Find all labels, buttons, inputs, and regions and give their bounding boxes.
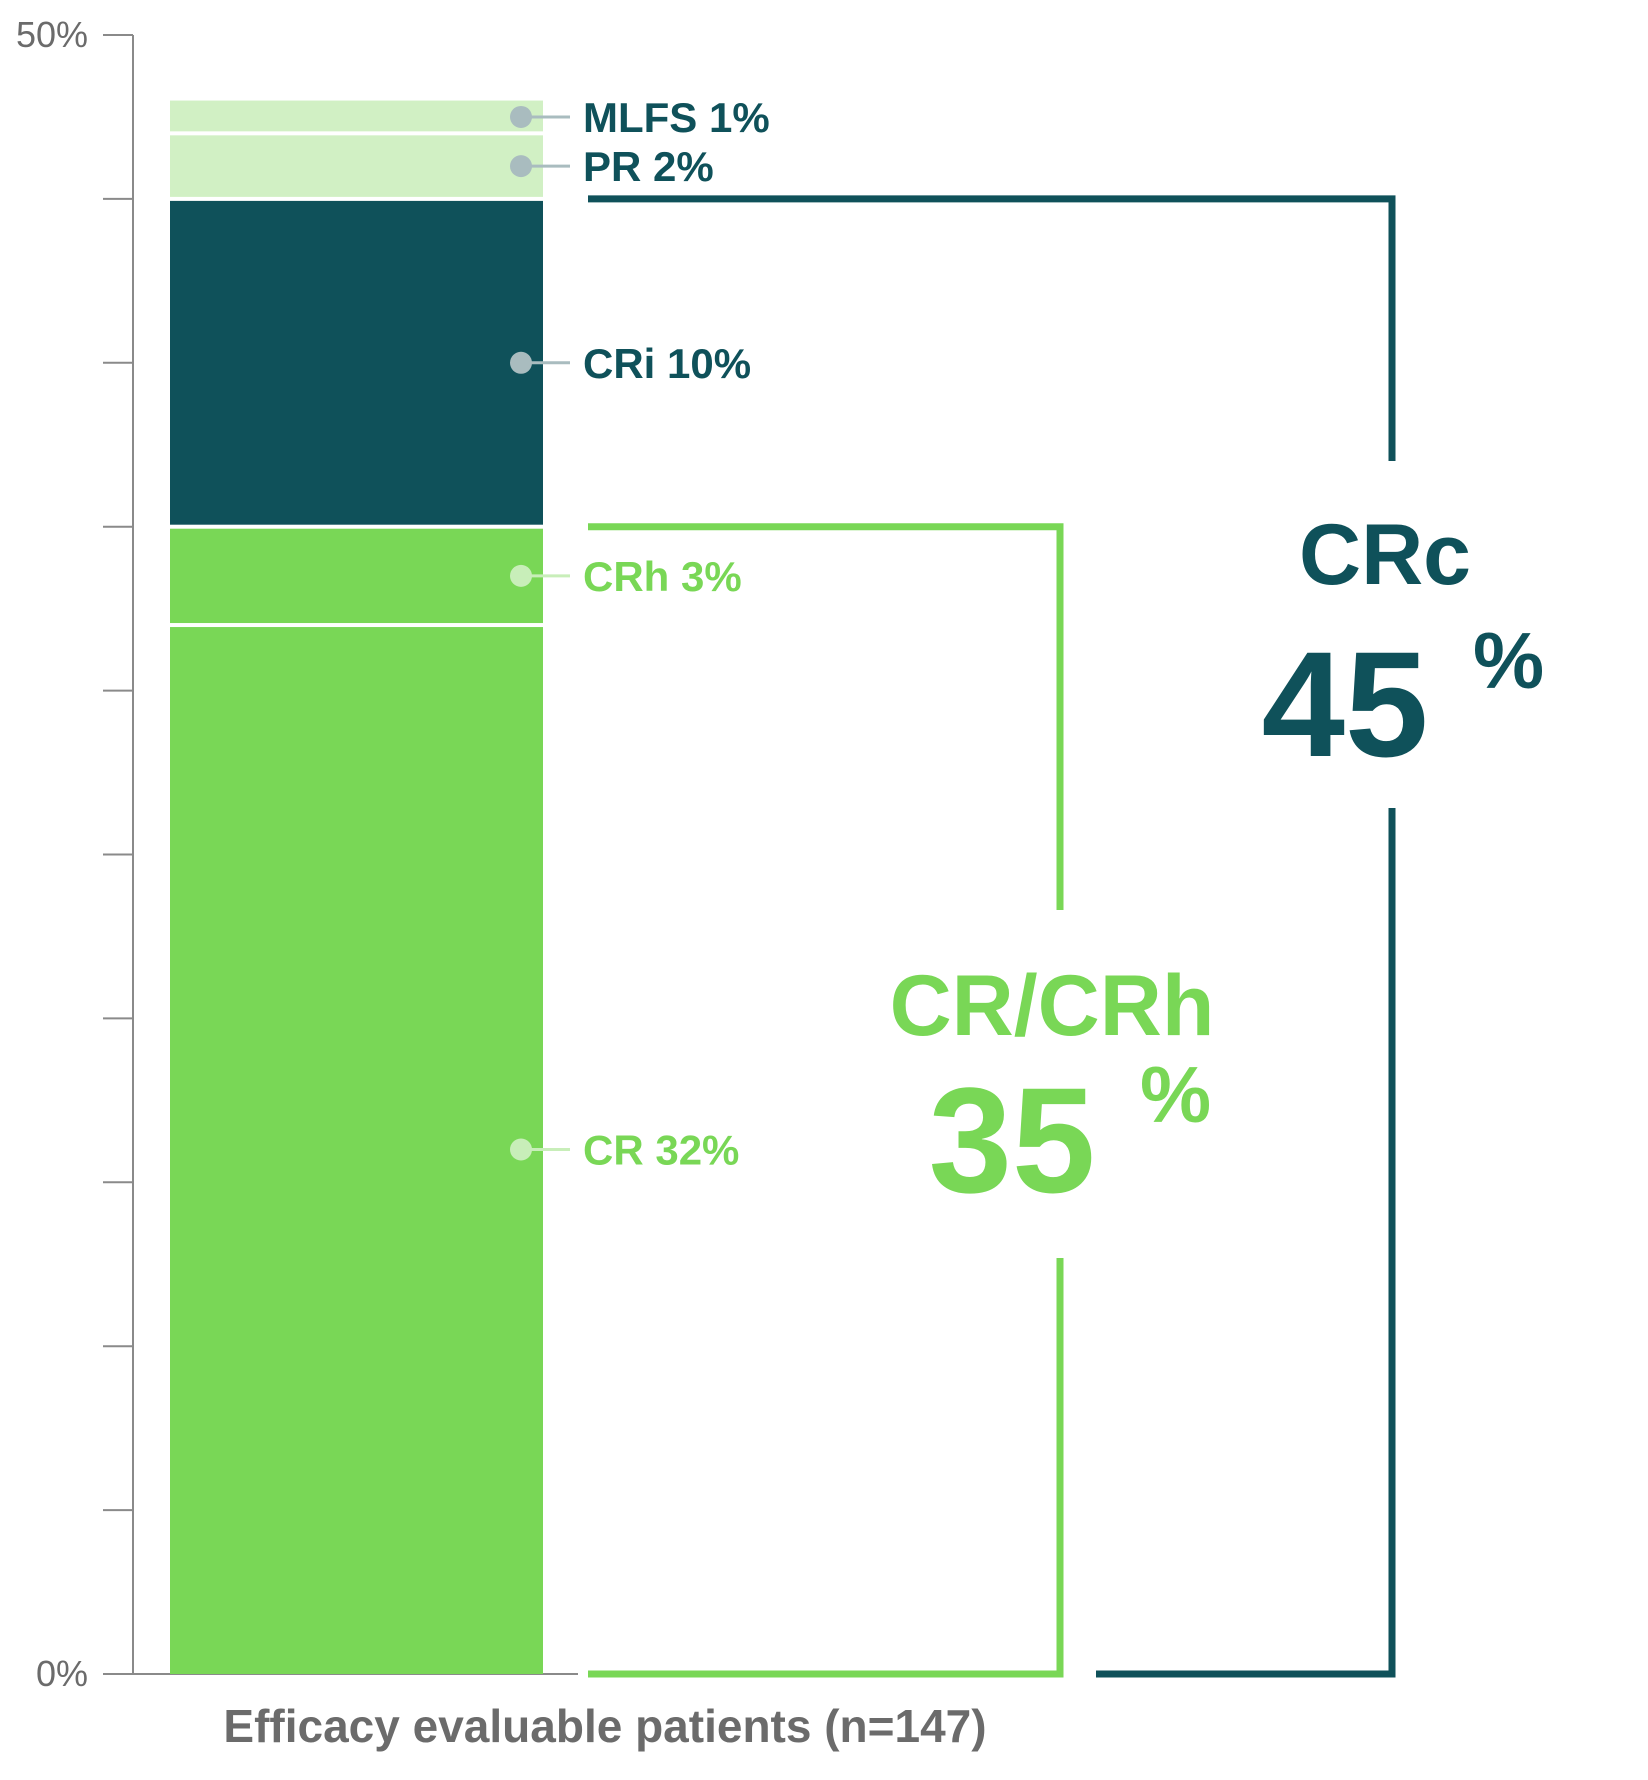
segment-label-crh: CRh 3% <box>583 553 742 600</box>
bar-segment-cr <box>170 627 543 1674</box>
bar-segment-pr <box>170 135 543 197</box>
bar-segment-cri <box>170 200 543 525</box>
bracket-unit-cr-crh: % <box>1140 1050 1211 1139</box>
bracket-name-crc: CRc <box>1299 507 1471 603</box>
leader-dot-cri <box>510 351 532 374</box>
bracket-value-crc: 45 <box>1262 620 1429 788</box>
segment-labels: CR 32% CRh 3% CRi 10% PR 2%MLFS 1% <box>510 94 770 1174</box>
x-axis-label: Efficacy evaluable patients (n=147) <box>223 1700 986 1752</box>
bracket-top-crc <box>588 195 1396 461</box>
bracket-unit-crc: % <box>1473 616 1544 705</box>
segment-label-pr: PR 2% <box>583 143 714 190</box>
bracket-value-cr-crh: 35 <box>929 1056 1096 1224</box>
bracket-name-cr-crh: CR/CRh <box>890 958 1215 1054</box>
leader-dot-mlfs <box>510 105 532 128</box>
y-tick-label-0: 0% <box>36 1653 88 1694</box>
y-tick-label-50: 50% <box>16 14 88 55</box>
y-axis: 0% 50% <box>16 14 578 1694</box>
stacked-bar <box>170 100 543 1674</box>
bracket-bottom-cr-crh <box>588 1258 1064 1678</box>
bracket-bottom-crc <box>1096 808 1396 1678</box>
leader-dot-pr <box>510 155 532 178</box>
segment-label-mlfs: MLFS 1% <box>583 94 770 141</box>
leader-dot-cr <box>510 1138 532 1161</box>
leader-dot-crh <box>510 564 532 587</box>
segment-label-cr: CR 32% <box>583 1127 739 1174</box>
bracket-top-cr-crh <box>588 523 1064 910</box>
bar-segment-mlfs <box>170 100 543 132</box>
segment-label-cri: CRi 10% <box>583 340 751 387</box>
bar-segment-crh <box>170 528 543 624</box>
